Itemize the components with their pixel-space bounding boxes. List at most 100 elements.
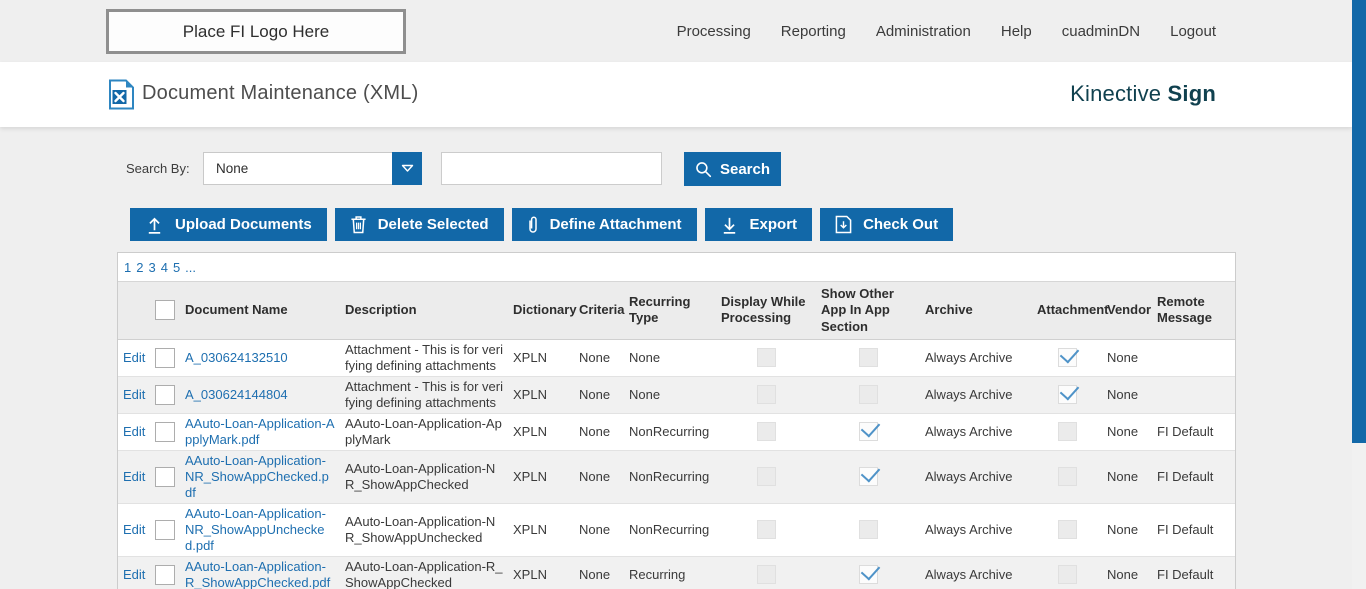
document-name-link[interactable]: AAuto-Loan-Application-R_ShowAppChecked.… [185, 558, 331, 589]
page-link-1[interactable]: 1 [124, 260, 132, 275]
delete-selected-button[interactable]: Delete Selected [334, 208, 504, 241]
search-by-label: Search By: [126, 161, 190, 176]
row-checkbox[interactable] [155, 347, 175, 368]
define-attachment-label: Define Attachment [549, 216, 682, 233]
search-by-dropdown[interactable]: None [203, 152, 422, 185]
document-name-link[interactable]: AAuto-Loan-Application-ApplyMark.pdf [185, 415, 335, 447]
check-out-button[interactable]: Check Out [820, 208, 954, 241]
vertical-scrollbar[interactable] [1352, 0, 1366, 589]
criteria-cell: None [574, 503, 624, 557]
row-checkbox[interactable] [155, 564, 175, 585]
vendor-cell: None [1102, 556, 1152, 589]
vendor-cell: None [1102, 503, 1152, 557]
download-icon [720, 215, 739, 234]
header-description: Description [340, 281, 508, 340]
header-recurring-type: Recurring Type [624, 281, 716, 340]
page-link-5[interactable]: 5 [172, 260, 181, 275]
document-name-link[interactable]: A_030624132510 [185, 349, 288, 365]
edit-link[interactable]: Edit [123, 386, 146, 402]
recurring-type-cell: None [624, 376, 716, 414]
brand-product: Sign [1167, 81, 1216, 106]
header-show-other-app: Show Other App In App Section [816, 281, 920, 340]
row-checkbox[interactable] [155, 384, 175, 405]
show-other-app-checkbox [858, 385, 878, 405]
header-document-name: Document Name [180, 281, 340, 340]
attachment-checkbox [1057, 422, 1077, 442]
header-dictionary: Dictionary [508, 281, 577, 340]
document-name-link[interactable]: AAuto-Loan-Application-NR_ShowAppChecked… [185, 452, 329, 500]
nav-item-help[interactable]: Help [1000, 22, 1032, 40]
attachment-checkbox [1057, 467, 1077, 487]
display-while-processing-checkbox [756, 565, 776, 585]
row-checkbox[interactable] [155, 519, 175, 540]
description-cell: Attachment - This is for verifying defin… [340, 376, 508, 414]
chevron-down-icon[interactable] [392, 152, 422, 185]
export-button[interactable]: Export [704, 208, 813, 241]
page-title: Document Maintenance (XML) [142, 82, 419, 104]
show-other-app-checkbox [858, 348, 878, 368]
page-link-4[interactable]: 4 [160, 260, 168, 275]
search-button-label: Search [719, 160, 771, 178]
display-while-processing-checkbox [756, 422, 776, 442]
select-all-checkbox[interactable] [155, 300, 175, 321]
display-while-processing-checkbox [756, 348, 776, 368]
dictionary-cell: XPLN [508, 556, 574, 589]
edit-link[interactable]: Edit [123, 521, 146, 537]
define-attachment-button[interactable]: Define Attachment [511, 208, 697, 241]
dictionary-cell: XPLN [508, 376, 574, 414]
edit-link[interactable]: Edit [123, 566, 146, 582]
description-cell: AAuto-Loan-Application-R_ShowAppChecked [340, 556, 508, 589]
row-checkbox[interactable] [155, 466, 175, 487]
nav-item-logout[interactable]: Logout [1170, 22, 1216, 40]
trash-icon [350, 215, 367, 234]
attachment-checkbox [1057, 520, 1077, 540]
show-other-app-checkbox [858, 422, 878, 442]
dictionary-cell: XPLN [508, 450, 574, 504]
header-checkbox-cell [150, 281, 180, 340]
nav-item-user[interactable]: cuadminDN [1061, 22, 1141, 40]
search-button[interactable]: Search [684, 152, 781, 186]
page-link-3[interactable]: 3 [148, 260, 156, 275]
nav-item-processing[interactable]: Processing [676, 22, 751, 40]
header-attachment: Attachment [1032, 281, 1109, 340]
display-while-processing-checkbox [756, 385, 776, 405]
edit-link[interactable]: Edit [123, 468, 146, 484]
remote-message-cell: FI Default [1152, 556, 1235, 589]
document-name-link[interactable]: A_030624144804 [185, 386, 288, 402]
scrollbar-thumb[interactable] [1352, 0, 1366, 443]
edit-link[interactable]: Edit [123, 349, 146, 365]
dictionary-cell: XPLN [508, 503, 574, 557]
search-input[interactable] [441, 152, 662, 185]
page-link-more[interactable]: ... [185, 260, 197, 275]
header-archive: Archive [920, 281, 1032, 340]
show-other-app-checkbox [858, 565, 878, 585]
archive-cell: Always Archive [920, 556, 1032, 589]
table-row: Edit AAuto-Loan-Application-ApplyMark.pd… [118, 413, 1235, 451]
criteria-cell: None [574, 450, 624, 504]
table-row: Edit AAuto-Loan-Application-R_ShowAppChe… [118, 556, 1235, 589]
description-cell: AAuto-Loan-Application-NR_ShowAppUncheck… [340, 503, 508, 557]
recurring-type-cell: None [624, 339, 716, 377]
nav-item-administration[interactable]: Administration [875, 22, 971, 40]
page-link-2[interactable]: 2 [136, 260, 144, 275]
archive-cell: Always Archive [920, 450, 1032, 504]
dictionary-cell: XPLN [508, 413, 574, 451]
document-name-link[interactable]: AAuto-Loan-Application-NR_ShowAppUncheck… [185, 505, 326, 553]
vendor-cell: None [1102, 413, 1152, 451]
remote-message-cell: FI Default [1152, 413, 1235, 451]
title-bar: Document Maintenance (XML) Kinective Sig… [0, 62, 1352, 127]
recurring-type-cell: NonRecurring [624, 450, 716, 504]
remote-message-cell [1152, 376, 1235, 414]
header-remote-message: Remote Message [1152, 281, 1235, 340]
upload-documents-button[interactable]: Upload Documents [130, 208, 327, 241]
toolbar: Upload Documents Delete Selected Define … [130, 208, 954, 241]
recurring-type-cell: Recurring [624, 556, 716, 589]
delete-selected-label: Delete Selected [377, 216, 489, 233]
edit-link[interactable]: Edit [123, 423, 146, 439]
check-out-label: Check Out [863, 216, 939, 233]
export-label: Export [749, 216, 798, 233]
upload-icon [145, 215, 164, 234]
row-checkbox[interactable] [155, 421, 175, 442]
remote-message-cell [1152, 339, 1235, 377]
nav-item-reporting[interactable]: Reporting [780, 22, 846, 40]
